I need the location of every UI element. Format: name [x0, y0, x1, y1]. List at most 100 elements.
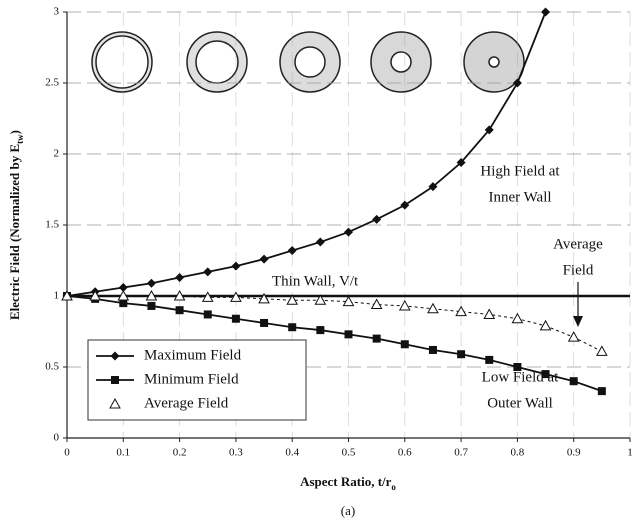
- annotation: High Field at: [480, 163, 560, 179]
- marker: [372, 214, 382, 224]
- x-tick-label: 0.6: [398, 447, 412, 459]
- x-axis-label: Aspect Ratio, t/ro: [300, 474, 396, 492]
- marker: [231, 314, 240, 323]
- marker: [109, 397, 121, 409]
- y-tick-label: 3: [54, 6, 60, 18]
- marker: [541, 370, 550, 379]
- marker: [117, 289, 130, 301]
- marker: [286, 294, 299, 305]
- annotation: Inner Wall: [488, 189, 551, 205]
- ring-icon: [294, 46, 326, 78]
- marker: [541, 7, 551, 17]
- marker: [201, 291, 214, 302]
- marker: [344, 330, 353, 339]
- marker: [344, 227, 353, 237]
- marker: [427, 302, 439, 314]
- marker: [596, 345, 608, 356]
- legend-label: Average Field: [144, 395, 229, 411]
- marker: [400, 200, 410, 210]
- marker: [483, 308, 496, 319]
- marker: [485, 355, 494, 364]
- ring-icons: [91, 31, 525, 93]
- y-tick-label: 1: [54, 290, 60, 302]
- marker: [110, 351, 120, 361]
- x-tick-label: 0.7: [454, 447, 468, 459]
- series-line: [66, 11, 547, 297]
- marker: [372, 334, 381, 343]
- series-line: [67, 295, 603, 352]
- marker: [569, 377, 578, 386]
- annotation: Outer Wall: [487, 395, 553, 411]
- marker: [89, 289, 101, 301]
- x-tick-label: 0.4: [285, 447, 299, 459]
- y-tick-label: 0.5: [45, 361, 59, 373]
- y-label-text: ): [7, 130, 22, 134]
- marker: [119, 299, 128, 308]
- marker: [342, 295, 355, 307]
- marker: [513, 363, 522, 371]
- marker: [230, 291, 242, 302]
- x-tick-label: 0: [64, 447, 70, 459]
- marker: [597, 387, 606, 396]
- legend-label: Maximum Field: [144, 347, 242, 363]
- marker: [314, 294, 327, 305]
- arrow-head: [573, 316, 583, 327]
- marker: [287, 246, 297, 256]
- x-tick-label: 0.1: [116, 447, 130, 459]
- marker: [539, 319, 552, 331]
- marker: [428, 345, 437, 354]
- legend: Maximum Field Minimum Field Average Field: [87, 339, 307, 421]
- x-tick-label: 0.5: [342, 447, 356, 459]
- ring-icon: [95, 35, 149, 89]
- caption: (a): [341, 503, 355, 518]
- marker: [260, 318, 269, 327]
- marker: [147, 301, 156, 310]
- ring-icon: [195, 40, 239, 84]
- marker: [370, 298, 383, 310]
- x-tick-label: 0.3: [229, 447, 243, 459]
- marker: [567, 331, 580, 342]
- marker: [231, 261, 241, 271]
- series-line: [66, 295, 603, 392]
- marker: [398, 299, 411, 311]
- y-tick-label: 1.5: [45, 219, 59, 231]
- marker: [173, 289, 186, 301]
- marker: [457, 350, 466, 359]
- marker: [203, 267, 213, 277]
- marker: [512, 78, 522, 88]
- x-tick-label: 1: [627, 447, 633, 459]
- x-tick-label: 0.2: [173, 447, 187, 459]
- marker: [175, 273, 185, 283]
- x-label-text: Aspect Ratio, t/r: [300, 474, 392, 489]
- y-label-text: Electric Field (Normalized by E: [7, 144, 22, 320]
- marker: [259, 254, 269, 264]
- marker: [118, 282, 128, 292]
- marker: [175, 306, 184, 315]
- y-tick-label: 2: [54, 148, 60, 160]
- marker: [511, 312, 524, 324]
- legend-label: Minimum Field: [144, 371, 239, 387]
- marker: [400, 340, 409, 349]
- x-label-subscript: o: [391, 482, 396, 492]
- x-tick-label: 0.9: [567, 447, 581, 459]
- annotation: Average: [553, 236, 603, 252]
- marker: [203, 310, 212, 319]
- marker: [456, 158, 466, 168]
- ring-icon: [390, 51, 412, 73]
- y-tick-label: 0: [54, 432, 60, 444]
- annotation: Low Field at: [482, 369, 559, 385]
- marker: [455, 305, 467, 317]
- marker: [315, 237, 325, 247]
- marker: [316, 326, 325, 335]
- ring-icon: [488, 56, 500, 68]
- y-axis-label: Electric Field (Normalized by Etw): [7, 130, 25, 320]
- x-tick-label: 0.8: [511, 447, 525, 459]
- y-label-subscript: tw: [15, 134, 25, 144]
- marker: [428, 182, 438, 192]
- marker: [61, 289, 73, 301]
- annotation: Field: [563, 262, 594, 278]
- marker: [288, 323, 297, 332]
- marker: [145, 289, 158, 301]
- y-tick-label: 2.5: [45, 77, 59, 89]
